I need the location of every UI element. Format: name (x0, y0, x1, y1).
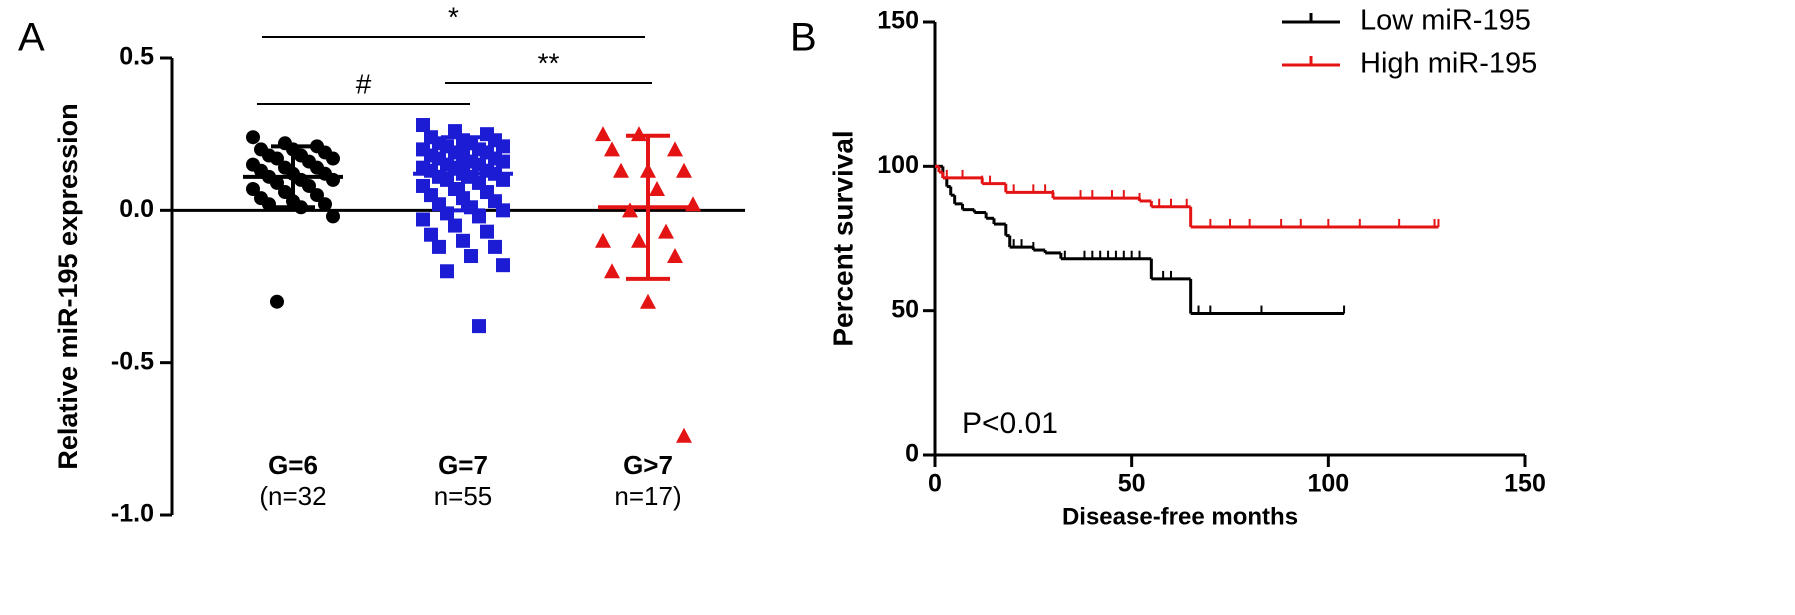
data-point (448, 218, 462, 233)
significance-label: # (356, 68, 372, 99)
data-point (649, 181, 665, 197)
data-point (310, 188, 324, 203)
y-tick-label: 100 (877, 151, 919, 179)
legend-swatch (1282, 13, 1340, 24)
data-point (667, 248, 683, 264)
category-count: (n=32 (259, 481, 326, 511)
data-point (496, 203, 510, 218)
data-point (604, 263, 620, 279)
data-point (278, 185, 292, 200)
data-point (246, 130, 260, 145)
category-label: G=6 (268, 450, 318, 480)
data-point (640, 293, 656, 309)
data-point (424, 227, 438, 242)
x-tick-label: 150 (1504, 470, 1546, 498)
legend-swatch (1282, 56, 1340, 67)
data-point (496, 258, 510, 273)
y-tick-label: -1.0 (111, 500, 154, 528)
p-value: P<0.01 (962, 407, 1058, 440)
y-tick-label: -0.5 (111, 347, 154, 375)
x-tick-label: 100 (1307, 470, 1349, 498)
data-point (496, 172, 510, 187)
data-point (326, 209, 340, 224)
data-point (658, 223, 674, 239)
y-tick-label: 150 (877, 7, 919, 35)
significance-label: ** (538, 47, 560, 78)
data-point (472, 319, 486, 334)
data-point (631, 126, 647, 142)
data-point (631, 232, 647, 248)
error-bar (441, 135, 485, 213)
data-point (676, 162, 692, 178)
data-point (270, 175, 284, 190)
data-point (488, 239, 502, 254)
data-point (622, 202, 638, 218)
data-point (496, 154, 510, 169)
data-point (667, 141, 683, 157)
category-label: G>7 (623, 450, 673, 480)
panel-label: B (790, 16, 817, 60)
data-point (326, 151, 340, 166)
data-point (416, 212, 430, 227)
legend-label: High miR-195 (1360, 48, 1537, 80)
significance-label: * (448, 1, 459, 32)
data-point (432, 239, 446, 254)
data-point (318, 197, 332, 212)
category-label: G=7 (438, 450, 488, 480)
data-point (595, 232, 611, 248)
data-point (676, 427, 692, 443)
data-point (270, 294, 284, 309)
y-tick-label: 50 (891, 295, 919, 323)
data-point (440, 264, 454, 279)
data-point (302, 178, 316, 193)
data-point (472, 209, 486, 224)
data-point (480, 224, 494, 239)
data-point (613, 162, 629, 178)
y-tick-label: 0.0 (119, 195, 154, 223)
y-tick-label: 0.5 (119, 43, 154, 71)
data-point (246, 182, 260, 197)
error-bar (626, 133, 670, 281)
x-tick-label: 0 (928, 470, 942, 498)
x-axis-title: Disease-free months (1062, 503, 1298, 530)
y-tick-label: 0 (905, 440, 919, 468)
category-count: n=17) (614, 481, 681, 511)
data-point (456, 233, 470, 248)
error-bar (271, 144, 315, 210)
category-count: n=55 (434, 481, 493, 511)
panel-label: A (18, 16, 45, 60)
legend-label: Low miR-195 (1360, 5, 1531, 37)
data-point (416, 118, 430, 133)
y-axis-title: Relative miR-195 expression (53, 103, 83, 469)
data-point (270, 151, 284, 166)
data-point (464, 249, 478, 264)
data-point (604, 141, 620, 157)
y-axis-title: Percent survival (827, 130, 858, 346)
x-tick-label: 50 (1118, 470, 1146, 498)
data-point (595, 126, 611, 142)
data-point (496, 139, 510, 154)
